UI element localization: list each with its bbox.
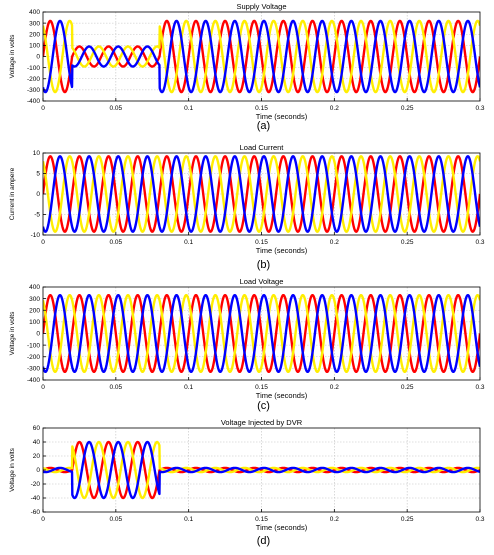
y-tick-label: -200 (27, 354, 40, 361)
panel-2: 0 0.05 0.1 0.15 0.2 0.25 0.3 -10 -5 0 5 10 Load Curr… (9, 143, 485, 271)
y-tick-label: -40 (31, 495, 41, 502)
panel-4: 0 0.05 0.1 0.15 0.2 0.25 0.3 -60 -40 -20 0 20 40 60 Vo… (9, 418, 485, 547)
x-tick-label: 0.1 (184, 516, 193, 523)
y-tick-label: 60 (33, 425, 41, 432)
y-axis-label: Voltage in volts (9, 447, 16, 491)
x-tick-label: 0.1 (184, 239, 193, 246)
chart-title: Load Voltage (240, 277, 284, 286)
x-tick-label: 0.2 (330, 384, 339, 391)
y-tick-label: -100 (27, 65, 40, 72)
series-line-phase-3 (43, 19, 480, 94)
x-tick-label: 0 (41, 105, 45, 112)
y-tick-label: 400 (29, 284, 40, 291)
x-tick-label: 0.15 (255, 384, 268, 391)
y-tick-label: 0 (36, 467, 40, 474)
x-tick-label: 0.25 (401, 384, 414, 391)
y-tick-label: 300 (29, 296, 40, 303)
x-tick-label: 0.05 (110, 384, 123, 391)
panel-caption: (a) (257, 120, 270, 132)
chart-title: Voltage Injected by DVR (221, 418, 303, 427)
y-tick-label: 300 (29, 20, 40, 27)
y-axis-label: Voltage in volts (9, 34, 16, 78)
series-group (43, 293, 480, 374)
y-tick-label: -400 (27, 377, 40, 384)
y-tick-label: 20 (33, 453, 41, 460)
series-line-phase-1 (43, 155, 480, 233)
series-line-phase-2 (43, 19, 480, 94)
y-tick-label: 100 (29, 43, 40, 50)
y-axis-label: Current in ampere (9, 167, 16, 220)
series-line-phase-2 (43, 293, 480, 374)
panel-1: 0 0.05 0.1 0.15 0.2 0.25 0.3 -400 -300 -200 -100 0 1… (9, 2, 485, 132)
x-tick-label: 0.15 (255, 239, 268, 246)
y-tick-label: 0 (36, 54, 40, 61)
x-tick-label: 0.2 (330, 105, 339, 112)
panel-3: 0 0.05 0.1 0.15 0.2 0.25 0.3 -400 -300 -200 -100 0 1… (9, 277, 485, 412)
series-group (43, 440, 480, 500)
series-line-phase-3 (43, 440, 480, 500)
y-tick-label: 100 (29, 319, 40, 326)
x-tick-label: 0 (41, 384, 45, 391)
x-tick-label: 0.3 (475, 516, 484, 523)
x-tick-label: 0.2 (330, 516, 339, 523)
y-tick-label: -300 (27, 87, 40, 94)
y-tick-label: -60 (31, 509, 41, 516)
series-group (43, 155, 480, 233)
y-tick-label: 40 (33, 439, 41, 446)
x-tick-label: 0.2 (330, 239, 339, 246)
x-tick-label: 0.15 (255, 516, 268, 523)
y-tick-label: 400 (29, 9, 40, 16)
y-tick-label: 10 (33, 150, 41, 157)
series-line-phase-1 (43, 19, 480, 94)
panel-caption: (b) (257, 259, 270, 271)
x-axis-label: Time (seconds) (256, 391, 308, 400)
y-tick-label: -400 (27, 98, 40, 105)
x-tick-label: 0.1 (184, 105, 193, 112)
panel-caption: (d) (257, 535, 270, 547)
series-line-phase-1 (43, 293, 480, 374)
x-tick-label: 0.25 (401, 239, 414, 246)
y-tick-label: -10 (31, 232, 41, 239)
x-tick-label: 0.05 (110, 105, 123, 112)
chart-title: Load Current (240, 143, 285, 152)
x-axis-label: Time (seconds) (256, 246, 308, 255)
y-axis-label: Voltage in volts (9, 311, 16, 355)
x-tick-label: 0.3 (475, 105, 484, 112)
x-tick-label: 0 (41, 516, 45, 523)
x-tick-label: 0.25 (401, 516, 414, 523)
x-axis-label: Time (seconds) (256, 523, 308, 532)
x-tick-label: 0.05 (110, 516, 123, 523)
x-tick-label: 0.25 (401, 105, 414, 112)
panel-caption: (c) (257, 400, 270, 412)
y-tick-label: -300 (27, 366, 40, 373)
x-tick-label: 0.1 (184, 384, 193, 391)
series-line-phase-2 (43, 155, 480, 233)
y-tick-label: 0 (36, 331, 40, 338)
series-line-phase-1 (43, 440, 480, 500)
y-tick-label: -5 (34, 212, 40, 219)
y-tick-label: -200 (27, 76, 40, 83)
chart-title: Supply Voltage (236, 2, 286, 11)
x-tick-label: 0.3 (475, 384, 484, 391)
y-tick-label: 0 (36, 191, 40, 198)
x-axis-label: Time (seconds) (256, 112, 308, 121)
y-tick-label: 5 (36, 171, 40, 178)
y-tick-label: -20 (31, 481, 41, 488)
y-tick-label: 200 (29, 307, 40, 314)
y-tick-label: 200 (29, 31, 40, 38)
x-tick-label: 0.05 (110, 239, 123, 246)
x-tick-label: 0 (41, 239, 45, 246)
x-tick-label: 0.15 (255, 105, 268, 112)
series-line-phase-3 (43, 155, 480, 233)
series-group (43, 19, 480, 94)
x-tick-label: 0.3 (475, 239, 484, 246)
series-line-phase-2 (43, 440, 480, 500)
series-line-phase-3 (43, 293, 480, 374)
y-tick-label: -100 (27, 342, 40, 349)
